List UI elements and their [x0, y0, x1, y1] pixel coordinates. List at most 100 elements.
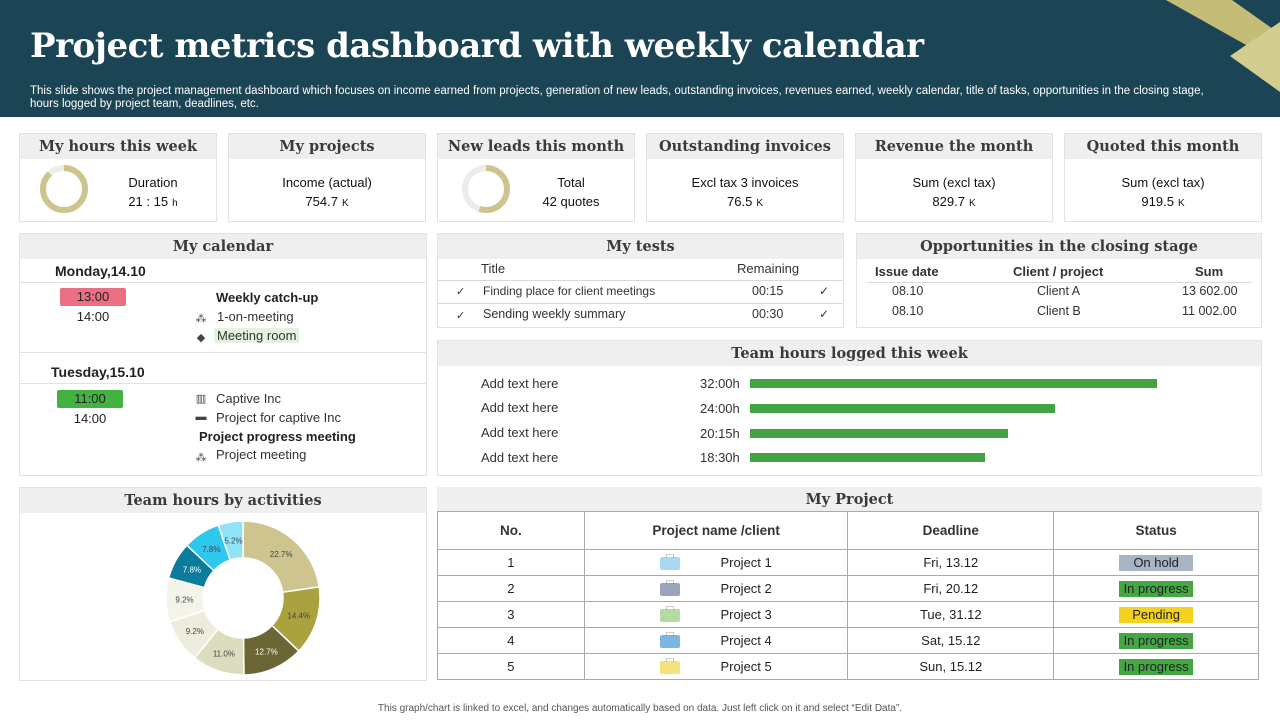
kpi-invoices-title: Outstanding invoices: [647, 134, 843, 159]
project-deadline: Fri, 13.12: [847, 549, 1055, 576]
col-project-name: Project name /client: [583, 511, 849, 550]
team-member-hours: 24:00h: [700, 401, 740, 416]
kpi-invoices-unit: K: [756, 198, 763, 209]
test-title[interactable]: Finding place for client meetings: [483, 284, 656, 298]
opp-client[interactable]: Client A: [1037, 284, 1081, 298]
kpi-revenue-card: Revenue the month Sum (excl tax) 829.7 K: [855, 133, 1053, 222]
briefcase-icon: [660, 658, 681, 675]
briefcase-icon: [660, 606, 681, 623]
project-deadline: Tue, 31.12: [847, 601, 1055, 628]
kpi-leads-label: Total: [557, 175, 585, 190]
kpi-quoted-value: 919.5: [1141, 194, 1174, 209]
kpi-leads-card: New leads this month Total 42 quotes: [437, 133, 635, 222]
team-hours-bar: [750, 404, 1056, 413]
location-icon: ◆: [196, 332, 206, 344]
calendar-card: My calendar Monday,14.10 13:00 14:00 Wee…: [19, 233, 427, 476]
project-name[interactable]: Project 3: [720, 606, 772, 622]
project-deadline: Sun, 15.12: [847, 653, 1055, 680]
project-no: 5: [437, 653, 585, 680]
team-hours-title: Team hours logged this week: [438, 341, 1261, 366]
donut-slice-label: 7.8%: [183, 565, 201, 574]
table-row[interactable]: 4 Project 4 Sat, 15.12 In progress: [437, 627, 1259, 654]
status-badge[interactable]: Pending: [1119, 606, 1194, 623]
kpi-quoted-unit: K: [1177, 198, 1185, 209]
project-name[interactable]: Project 4: [720, 632, 772, 648]
kpi-projects-label: Income (actual): [282, 175, 372, 190]
calendar-title: My calendar: [20, 234, 426, 259]
divider: [20, 383, 426, 384]
table-row[interactable]: 2 Project 2 Fri, 20.12 In progress: [437, 575, 1259, 602]
kpi-revenue-value: 829.7: [932, 194, 965, 209]
col-no: No.: [437, 511, 585, 550]
divider: [438, 303, 843, 304]
table-row[interactable]: 5 Project 5 Sun, 15.12 In progress: [437, 653, 1259, 680]
briefcase-icon: [660, 632, 681, 649]
kpi-revenue-title: Revenue the month: [856, 134, 1052, 159]
project-no: 3: [437, 601, 585, 628]
team-member-hours: 18:30h: [700, 450, 740, 465]
briefcase-icon: ▬: [195, 411, 207, 423]
kpi-projects-unit: K: [341, 198, 349, 209]
done-circle-icon[interactable]: ✓︎: [819, 284, 830, 298]
tests-col-title: Title: [481, 261, 506, 276]
check-icon: ✓: [456, 286, 466, 298]
project-name[interactable]: Project 5: [720, 658, 772, 674]
event-end-time: 14:00: [73, 411, 107, 426]
done-circle-icon[interactable]: ✓︎: [819, 307, 830, 321]
kpi-hours-value: 21 : 15: [128, 194, 169, 209]
kpi-projects-title: My projects: [229, 134, 425, 159]
project-name[interactable]: Project 2: [720, 580, 772, 596]
test-title[interactable]: Sending weekly summary: [483, 307, 626, 321]
kpi-invoices-value: 76.5: [727, 194, 753, 209]
status-badge[interactable]: In progress: [1119, 632, 1194, 649]
project-deadline: Sat, 15.12: [847, 627, 1055, 654]
donut-slice-label: 5.2%: [224, 536, 242, 545]
event-detail: 1-on-meeting: [217, 309, 294, 324]
page-description: This slide shows the project management …: [30, 85, 1204, 110]
team-member-hours: 32:00h: [700, 376, 740, 391]
calendar-day-tuesday: Tuesday,15.10: [51, 364, 145, 380]
opp-client[interactable]: Client B: [1037, 304, 1081, 318]
event-detail: Project for captive Inc: [216, 410, 341, 425]
event-detail: Project meeting: [216, 447, 307, 462]
meeting-icon: ⁂: [195, 452, 207, 464]
table-row[interactable]: 3 Project 3 Tue, 31.12 Pending: [437, 601, 1259, 628]
event-title[interactable]: Project progress meeting: [199, 429, 356, 444]
donut-slice-label: 22.7%: [270, 550, 293, 559]
briefcase-icon: [660, 554, 681, 571]
donut-slice-label: 9.2%: [175, 595, 193, 604]
kpi-quoted-card: Quoted this month Sum (excl tax) 919.5 K: [1064, 133, 1262, 222]
tests-title: My tests: [438, 234, 843, 259]
status-badge[interactable]: On hold: [1119, 554, 1194, 571]
kpi-quoted-label: Sum (excl tax): [1121, 175, 1205, 190]
team-hours-card: Team hours logged this week Add text her…: [437, 340, 1262, 476]
kpi-quoted-title: Quoted this month: [1065, 134, 1261, 159]
event-title[interactable]: Weekly catch-up: [216, 290, 319, 305]
table-row[interactable]: 1 Project 1 Fri, 13.12 On hold: [437, 549, 1259, 576]
kpi-invoices-label: Excl tax 3 invoices: [691, 175, 799, 190]
donut-slice: [242, 520, 321, 594]
leads-ring-arc: [462, 165, 510, 213]
test-remaining: 00:15: [752, 284, 784, 298]
event-start-time[interactable]: 13:00: [60, 288, 126, 306]
leads-ring-chart: [462, 165, 510, 213]
donut-slice-label: 12.7%: [255, 648, 278, 657]
donut-slice-label: 9.2%: [186, 627, 204, 636]
event-start-time[interactable]: 11:00: [57, 390, 123, 408]
tests-col-remaining: Remaining: [737, 261, 800, 276]
footer-note: This graph/chart is linked to excel, and…: [377, 703, 903, 714]
header-banner: Project metrics dashboard with weekly ca…: [0, 0, 1280, 117]
status-badge[interactable]: In progress: [1119, 580, 1194, 597]
meeting-icon: ⁂: [195, 313, 207, 325]
my-project-title: My Project: [437, 487, 1262, 512]
opp-date: 08.10: [892, 284, 924, 298]
divider: [867, 282, 1251, 283]
kpi-hours-card: My hours this week Duration 21 : 15 h: [19, 133, 217, 222]
page-title: Project metrics dashboard with weekly ca…: [30, 26, 924, 66]
team-hours-bar: [750, 379, 1158, 388]
status-badge[interactable]: In progress: [1119, 658, 1194, 675]
hours-ring-chart: [40, 165, 88, 213]
kpi-projects-value: 754.7: [305, 194, 338, 209]
team-hours-bar: [750, 453, 986, 462]
project-name[interactable]: Project 1: [720, 554, 772, 570]
